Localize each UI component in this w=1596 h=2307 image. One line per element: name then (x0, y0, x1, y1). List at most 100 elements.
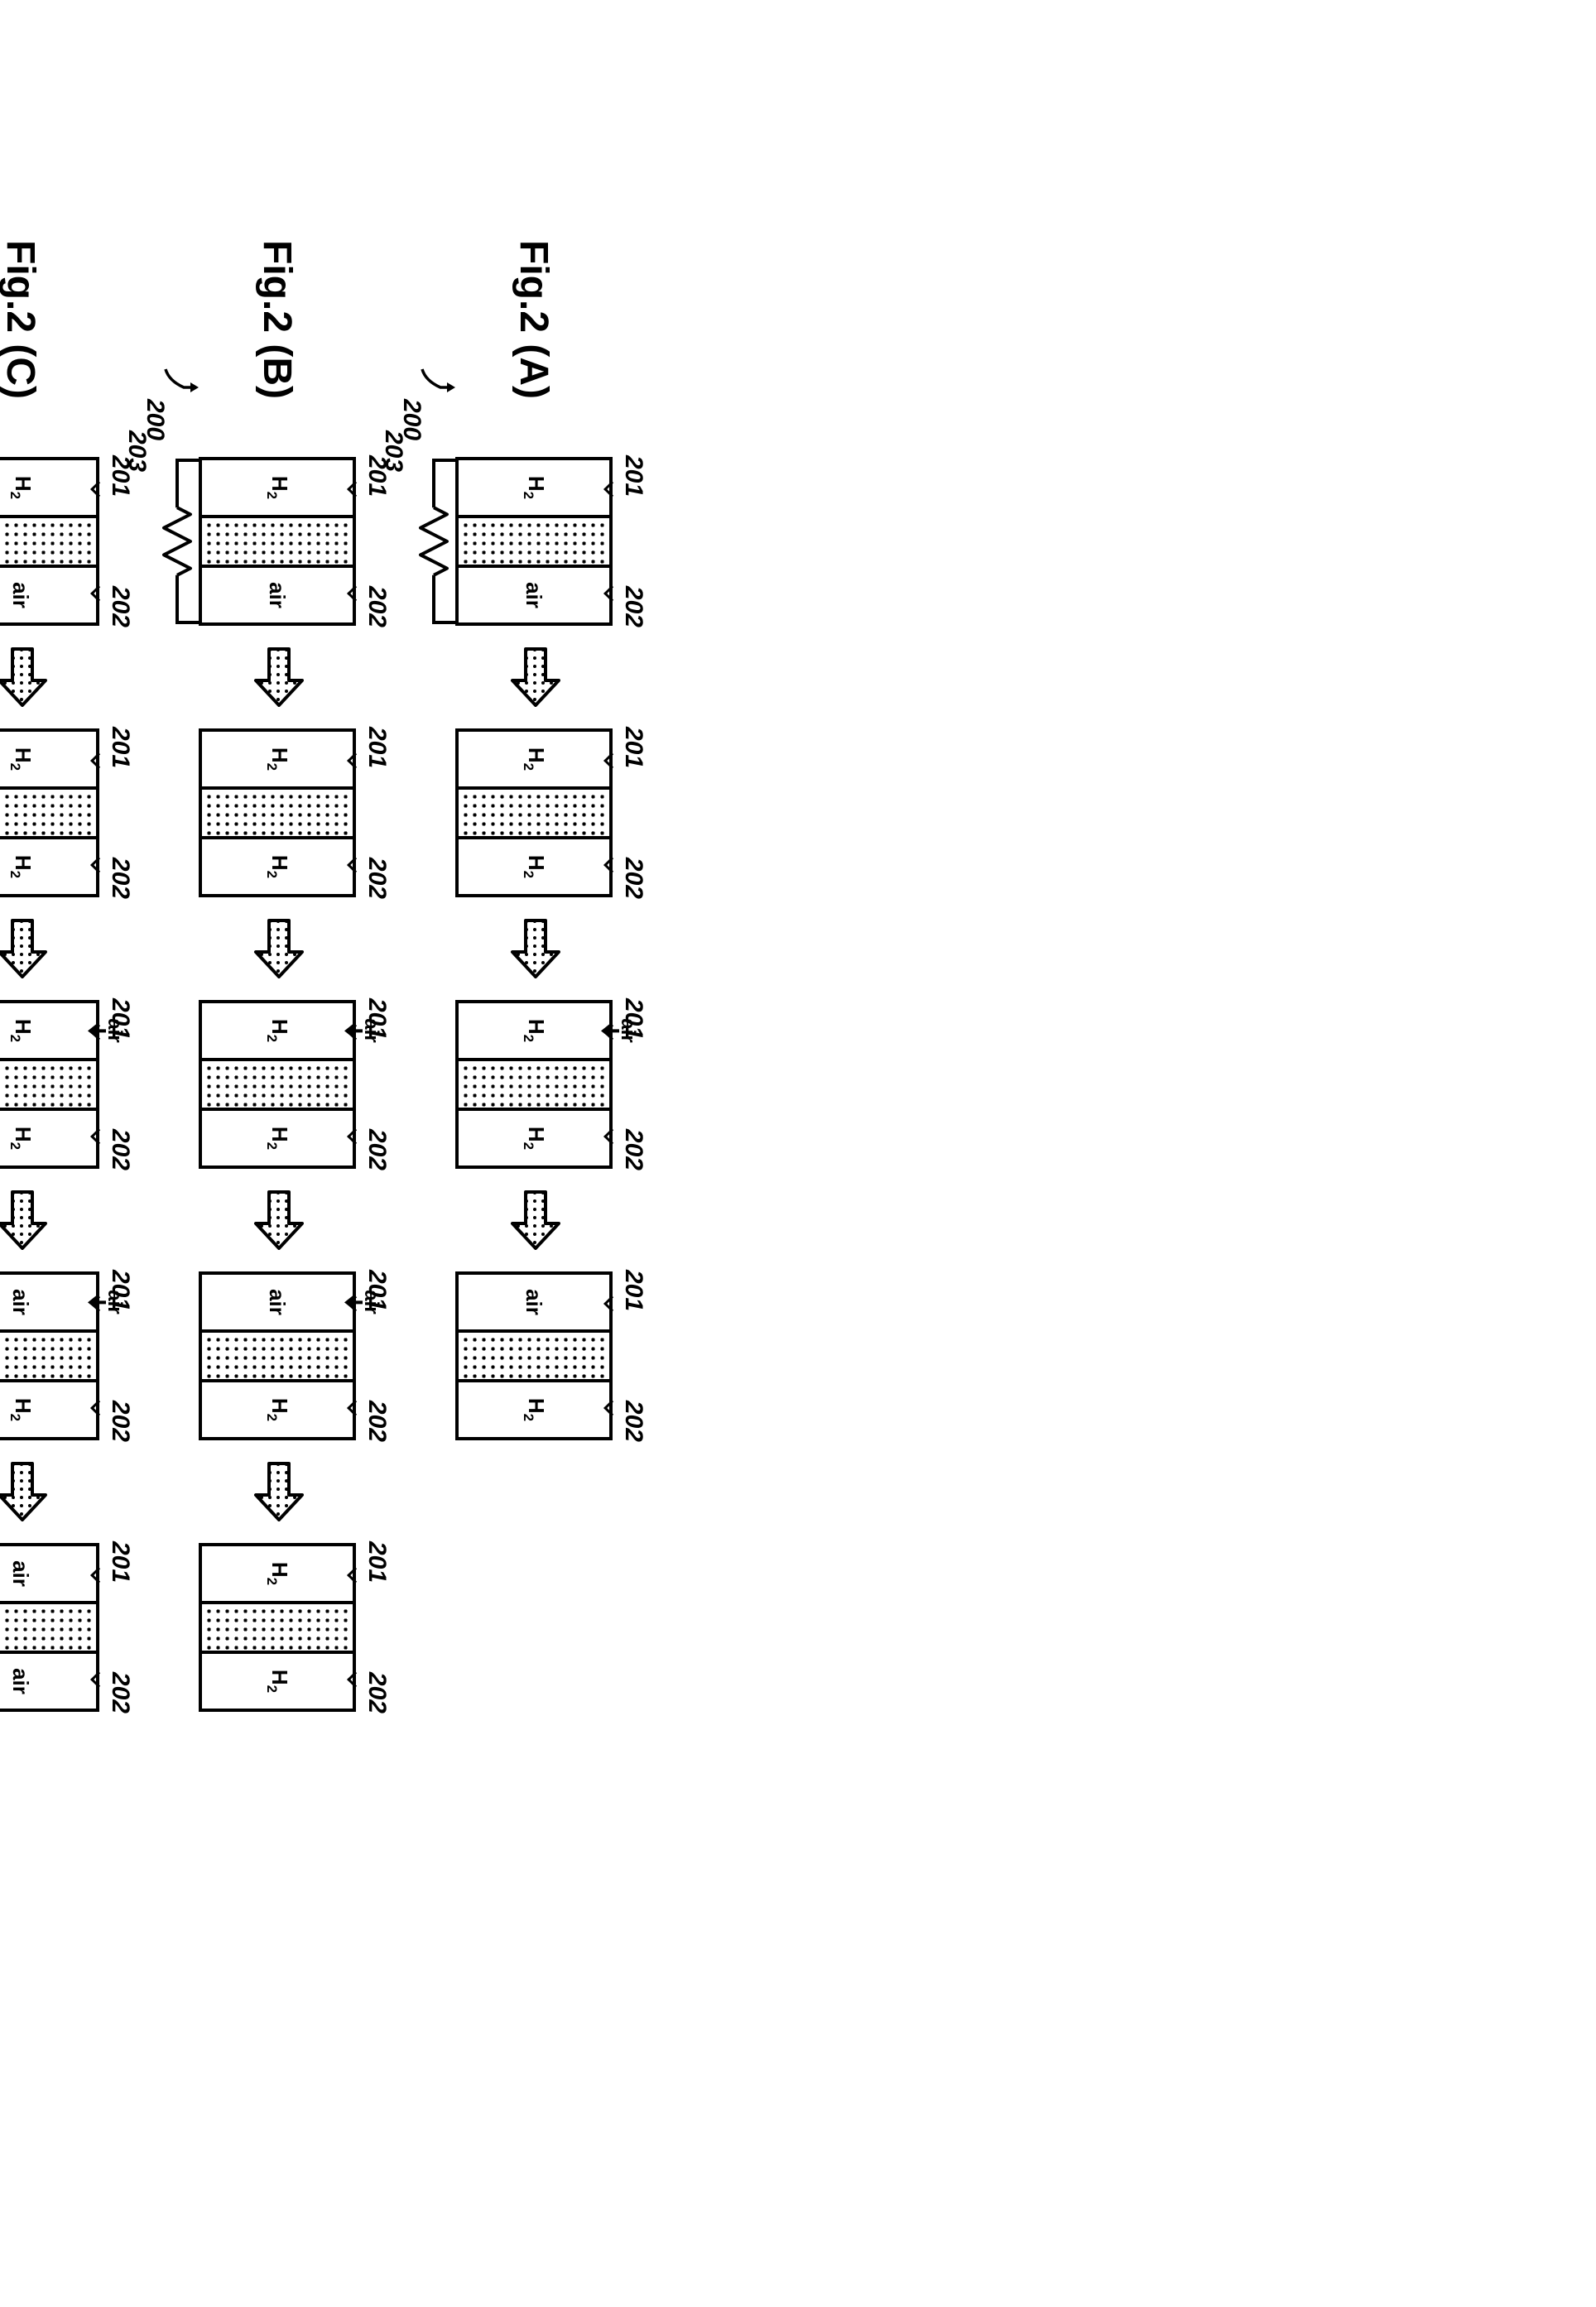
resistor-icon (411, 457, 459, 626)
ref-201: 201 (619, 455, 647, 497)
ref-201: 201 (106, 455, 134, 497)
figure-label: Fig.2 (B) (255, 240, 300, 399)
ref-202: 202 (106, 858, 134, 899)
anode-chamber: H2 (202, 460, 353, 518)
gas-label: H2 (262, 1562, 291, 1585)
sequence-arrow (506, 1190, 563, 1250)
gas-label: air (8, 582, 34, 608)
external-load (411, 457, 459, 626)
ref-202: 202 (106, 1129, 134, 1170)
gas-label: air (522, 1289, 547, 1315)
membrane (459, 1333, 609, 1379)
cathode-chamber: air (202, 565, 353, 622)
ref-202: 202 (106, 1401, 134, 1442)
membrane (202, 1604, 353, 1651)
membrane (202, 1061, 353, 1108)
fuel-cell: 201202 air H2 H2 (199, 1000, 356, 1169)
air-inlet-icon: air (344, 1290, 382, 1314)
anode-chamber: air H2 (0, 1003, 96, 1061)
anode-chamber: H2 (0, 460, 96, 518)
membrane (0, 790, 96, 836)
fuel-cell: 201202 H2 H2 (455, 728, 613, 897)
anode-chamber: air H2 (202, 1003, 353, 1061)
sequence-arrow (0, 919, 50, 978)
ref-201: 201 (106, 1541, 134, 1583)
sequence-arrow-icon (253, 1462, 306, 1521)
membrane (459, 518, 609, 565)
gas-label: H2 (519, 747, 548, 771)
membrane (459, 1061, 609, 1108)
anode-chamber: air (459, 1275, 609, 1333)
cathode-chamber: H2 (0, 1108, 96, 1166)
cathode-chamber: air (0, 1651, 96, 1709)
cathode-chamber: H2 (202, 1108, 353, 1166)
ref-202: 202 (619, 1401, 647, 1442)
cathode-chamber: air (459, 565, 609, 622)
gas-label: H2 (519, 1127, 548, 1150)
fuel-cell: 201202 air air H2 (199, 1271, 356, 1440)
cathode-chamber: H2 (202, 1651, 353, 1709)
sequence-arrow (506, 647, 563, 707)
membrane (0, 1061, 96, 1108)
air-inlet-icon: air (88, 1018, 126, 1042)
anode-chamber: H2 (459, 460, 609, 518)
ref-202: 202 (619, 1129, 647, 1170)
anode-chamber: H2 (0, 732, 96, 790)
gas-label: H2 (262, 747, 291, 771)
membrane (0, 1333, 96, 1379)
membrane (202, 1333, 353, 1379)
fuel-cell: 201202 air air (0, 1543, 99, 1712)
sequence-arrow-icon (253, 919, 306, 978)
gas-label: H2 (6, 476, 35, 499)
gas-label: air (265, 1289, 291, 1315)
sequence-arrow-icon (510, 647, 563, 707)
cathode-chamber: air (0, 565, 96, 622)
gas-label: H2 (262, 1019, 291, 1042)
figure-row: Fig.2 (B)201202 H2 air 203 201202 H2 (199, 240, 356, 2307)
membrane (0, 518, 96, 565)
anode-chamber: H2 (459, 732, 609, 790)
sequence-arrow (0, 1190, 50, 1250)
ref-201: 201 (619, 727, 647, 768)
figure-row: Fig.2 (A)201202 H2 air 203 201202 H2 (455, 240, 613, 2307)
cathode-chamber: H2 (459, 1379, 609, 1437)
sequence-arrow (249, 647, 306, 707)
fuel-cell: 201202 H2 air 203 (455, 457, 613, 626)
fuel-cell: 201202 H2 H2 (0, 728, 99, 897)
gas-label: H2 (262, 1398, 291, 1421)
sequence-arrow (0, 647, 50, 707)
gas-label: H2 (262, 855, 291, 878)
cell-sequence: 201202 H2 air 203 201202 H2 (0, 457, 99, 1712)
membrane (0, 1604, 96, 1651)
figure-label: Fig.2 (C) (0, 240, 44, 399)
figure-row: Fig.2 (C) 201202 H2 air 203 201202 H2 (0, 240, 99, 2307)
sequence-arrow-icon (0, 919, 50, 978)
gas-label: H2 (6, 747, 35, 771)
ref-202: 202 (363, 1401, 391, 1442)
fuel-cell: 201202 air H2 H2 (0, 1000, 99, 1169)
fuel-cell: 201202 H2 air 203 (0, 457, 99, 626)
gas-label: air (8, 1560, 34, 1587)
sequence-arrow (249, 1462, 306, 1521)
gas-label: H2 (262, 476, 291, 499)
sequence-arrow-icon (0, 647, 50, 707)
ref-202: 202 (363, 858, 391, 899)
fuel-cell: 201202 air H2 H2 (455, 1000, 613, 1169)
anode-chamber: air air (202, 1275, 353, 1333)
anode-chamber: air air (0, 1275, 96, 1333)
gas-label: H2 (519, 1398, 548, 1421)
ref-201: 201 (106, 727, 134, 768)
anode-chamber: air (0, 1546, 96, 1604)
ref-202: 202 (363, 1129, 391, 1170)
ref-202: 202 (619, 586, 647, 627)
ref-201: 201 (619, 1270, 647, 1311)
sequence-arrow-icon (253, 647, 306, 707)
gas-label: air (522, 582, 547, 608)
ref-202: 202 (619, 858, 647, 899)
air-inlet-icon: air (88, 1290, 126, 1314)
ref-202: 202 (363, 586, 391, 627)
membrane (202, 790, 353, 836)
resistor-icon (154, 457, 202, 626)
ref-202: 202 (363, 1672, 391, 1713)
external-load (154, 457, 202, 626)
